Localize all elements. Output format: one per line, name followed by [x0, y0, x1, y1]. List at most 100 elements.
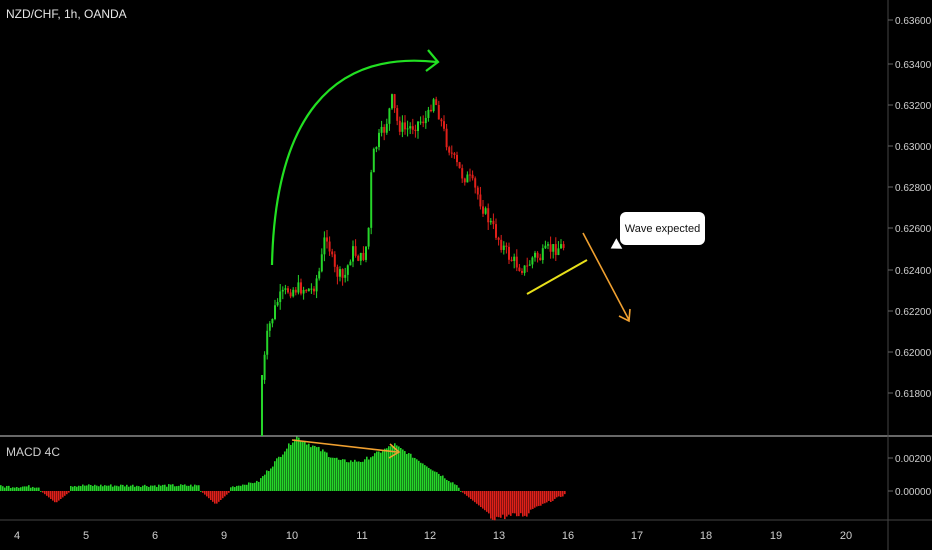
candle-body: [302, 290, 305, 294]
macd-bar: [222, 491, 224, 499]
candle-body: [263, 354, 266, 380]
macd-bar: [296, 436, 298, 491]
candle-body: [521, 270, 523, 273]
macd-bar: [408, 453, 410, 491]
candle-body: [271, 319, 274, 324]
macd-bar: [316, 447, 318, 491]
candle-body: [456, 154, 458, 163]
candle-body: [411, 126, 414, 130]
candle-body: [419, 121, 422, 123]
macd-bar: [564, 491, 566, 495]
macd-bar: [226, 491, 228, 495]
macd-bar: [542, 491, 544, 504]
candle-body: [487, 208, 490, 223]
macd-bar: [46, 491, 48, 496]
macd-bar: [540, 491, 542, 506]
macd-bar: [482, 491, 484, 509]
macd-bar: [140, 486, 142, 491]
candle-body: [305, 290, 308, 292]
macd-bar: [334, 457, 336, 491]
orange-projection-arrow[interactable]: [582, 232, 630, 321]
candle-body: [502, 245, 505, 250]
candle-body: [357, 255, 360, 261]
candle-body: [339, 269, 341, 277]
candle-body: [333, 254, 336, 267]
macd-bar: [410, 453, 412, 491]
macd-bar: [498, 491, 500, 518]
green-curve-arrow[interactable]: [270, 59, 438, 266]
indicator-axis: 0.00200 0.00000: [888, 454, 932, 498]
candle-body: [406, 128, 409, 130]
macd-bar: [166, 486, 168, 491]
macd-bar: [122, 484, 124, 491]
macd-bar: [472, 491, 474, 501]
macd-bar: [462, 491, 464, 493]
macd-bar: [356, 461, 358, 491]
macd-bar: [506, 491, 508, 517]
macd-bar: [492, 491, 494, 520]
candle-body: [495, 224, 497, 238]
wave-expected-callout[interactable]: Wave expected: [620, 212, 705, 245]
candle-body: [320, 254, 323, 272]
macd-bar: [484, 491, 486, 511]
macd-bar: [360, 462, 362, 491]
macd-bar: [252, 483, 254, 491]
macd-bar: [536, 491, 538, 507]
candle-body: [437, 104, 440, 120]
candle-body: [300, 282, 302, 294]
macd-bar: [256, 480, 258, 491]
macd-bar: [404, 451, 406, 491]
macd-bar: [272, 466, 274, 491]
macd-bar: [38, 487, 40, 491]
candle-body: [383, 126, 386, 133]
candle-body: [469, 174, 471, 176]
macd-bar: [544, 491, 546, 504]
macd-bar: [68, 491, 70, 493]
candle-body: [466, 174, 469, 183]
macd-bar: [142, 485, 144, 491]
candle-body: [554, 244, 557, 255]
macd-bar: [322, 449, 324, 491]
green-arrowhead: [425, 49, 440, 72]
macd-bar: [150, 485, 152, 491]
macd-bar: [186, 485, 188, 491]
macd-bar: [368, 459, 370, 491]
macd-bar: [94, 484, 96, 491]
candlestick-series: [261, 93, 565, 436]
candle-body: [388, 108, 391, 124]
yellow-trendline[interactable]: [526, 259, 588, 295]
candle-body: [536, 252, 539, 258]
macd-bar: [146, 486, 148, 491]
macd-bar: [174, 486, 176, 491]
candle-body: [497, 237, 500, 240]
macd-bar: [276, 458, 278, 491]
macd-bar: [66, 491, 68, 495]
macd-bar: [294, 439, 296, 491]
macd-bar: [132, 484, 134, 491]
macd-bar: [14, 487, 16, 491]
macd-bar: [70, 486, 72, 491]
macd-bar: [2, 486, 4, 491]
candle-body: [513, 256, 516, 261]
macd-bar: [182, 484, 184, 491]
macd-bar: [298, 437, 300, 491]
macd-bar: [180, 484, 182, 491]
candle-body: [531, 257, 534, 265]
macd-bar: [454, 484, 456, 491]
candle-body: [560, 244, 562, 249]
macd-bar: [562, 491, 564, 497]
macd-bar: [300, 441, 302, 491]
macd-bar: [82, 484, 84, 491]
price-tick-label: 0.62800: [895, 183, 932, 194]
macd-bar: [80, 486, 82, 491]
macd-bar: [534, 491, 536, 508]
macd-bar: [156, 486, 158, 491]
orange-divergence-line[interactable]: [291, 439, 398, 453]
price-tick-label: 0.62600: [895, 224, 932, 235]
time-tick-label: 19: [770, 530, 782, 542]
macd-bar: [450, 482, 452, 491]
macd-bar: [546, 491, 548, 503]
candle-body: [476, 187, 479, 195]
macd-bar: [114, 485, 116, 491]
